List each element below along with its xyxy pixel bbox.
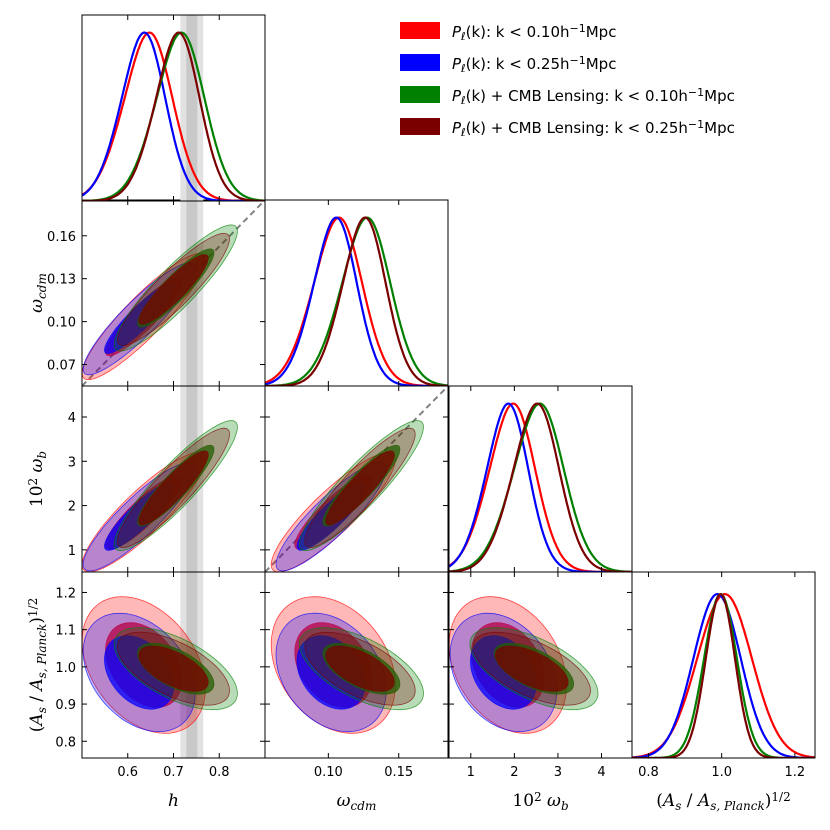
panel-h-vs-omega_cdm xyxy=(82,200,265,386)
posterior-curve-series-2 xyxy=(632,593,815,758)
contour-68-series-3 xyxy=(138,254,209,325)
panel-omega_b-vs-As xyxy=(449,596,599,734)
posterior-curve-series-1 xyxy=(632,592,815,758)
x-axis-label-h: h xyxy=(168,791,179,811)
x-tick-label-omega_b: 3 xyxy=(554,765,562,780)
x-axis-label-omega_cdm: ωcdm xyxy=(337,791,377,813)
y-tick-label-omega_cdm: 0.13 xyxy=(47,273,76,288)
x-tick-label-omega_b: 1 xyxy=(467,765,475,780)
contour-68-series-3 xyxy=(494,645,569,692)
legend: Pℓ(k): k < 0.10h−1Mpc Pℓ(k): k < 0.25h−1M… xyxy=(400,22,735,139)
x-tick-label-omega_cdm: 0.10 xyxy=(314,765,343,780)
posterior-curve-series-3 xyxy=(82,31,265,201)
posterior-1d-omega_cdm xyxy=(265,216,448,386)
posterior-curve-series-1 xyxy=(265,216,448,386)
y-axis-label-omega_cdm: ωcdm xyxy=(27,273,49,313)
x-axis-label-As: (As / As, Planck)1/2 xyxy=(656,790,790,813)
posterior-curve-series-3 xyxy=(265,216,448,386)
y-axis-label-omega_b: 102 ωb xyxy=(26,451,49,507)
x-tick-label-As: 1.0 xyxy=(711,765,732,780)
h-prior-band-inner xyxy=(186,200,198,386)
posterior-curve-series-0 xyxy=(82,31,265,201)
legend-label-3: Pℓ(k) + CMB Lensing: k < 0.25h−1Mpc xyxy=(452,118,735,139)
posterior-curve-series-0 xyxy=(265,216,448,386)
posterior-1d-omega_b xyxy=(449,402,632,572)
panel-frame xyxy=(264,571,449,759)
legend-label-1: Pℓ(k): k < 0.25h−1Mpc xyxy=(452,54,616,75)
x-tick-label-omega_cdm: 0.15 xyxy=(384,765,413,780)
x-tick-label-As: 0.8 xyxy=(638,765,659,780)
x-tick-label-omega_b: 4 xyxy=(597,765,605,780)
posterior-curve-series-1 xyxy=(82,31,265,201)
panel-omega_cdm-vs-As xyxy=(270,596,424,734)
contour-68-series-3 xyxy=(325,450,395,526)
x-tick-label-As: 1.2 xyxy=(785,765,806,780)
posterior-curve-series-0 xyxy=(632,592,815,758)
x-tick-label-h: 0.8 xyxy=(209,765,230,780)
posterior-curve-series-1 xyxy=(449,402,632,572)
posterior-curve-series-0 xyxy=(449,402,632,572)
legend-swatch-3 xyxy=(400,118,440,135)
y-tick-label-As: 0.9 xyxy=(55,698,76,713)
panel-frame xyxy=(264,199,449,387)
panel-frame xyxy=(631,571,816,759)
panel-omega_cdm-vs-omega_b xyxy=(265,386,448,572)
y-tick-label-As: 1.2 xyxy=(55,586,76,601)
posterior-curve-series-3 xyxy=(632,593,815,758)
panel-h-vs-omega_b xyxy=(82,386,238,572)
legend-swatch-0 xyxy=(400,22,440,39)
panel-frame xyxy=(448,385,633,573)
legend-label-0: Pℓ(k): k < 0.10h−1Mpc xyxy=(452,22,616,43)
y-tick-label-omega_b: 4 xyxy=(68,411,76,426)
y-tick-label-omega_cdm: 0.07 xyxy=(47,359,76,374)
posterior-1d-As xyxy=(632,592,815,758)
posterior-1d-h xyxy=(82,15,265,201)
y-tick-label-As: 1.1 xyxy=(55,624,76,639)
posterior-curve-series-3 xyxy=(449,402,632,572)
x-tick-label-h: 0.6 xyxy=(117,765,138,780)
y-tick-label-As: 0.8 xyxy=(55,735,76,750)
contour-68-series-3 xyxy=(138,450,209,526)
y-tick-label-omega_b: 3 xyxy=(68,455,76,470)
x-tick-label-h: 0.7 xyxy=(163,765,184,780)
h-prior-band-inner xyxy=(186,15,198,201)
panel-h-vs-As xyxy=(82,572,238,758)
legend-label-2: Pℓ(k) + CMB Lensing: k < 0.10h−1Mpc xyxy=(452,86,735,107)
legend-swatch-1 xyxy=(400,54,440,71)
posterior-curve-series-2 xyxy=(82,31,265,201)
y-tick-label-omega_cdm: 0.16 xyxy=(47,230,76,245)
y-tick-label-As: 1.0 xyxy=(55,661,76,676)
contour-68-series-3 xyxy=(138,645,209,692)
contour-68-series-3 xyxy=(325,645,395,692)
x-tick-label-omega_b: 2 xyxy=(510,765,518,780)
posterior-curve-series-2 xyxy=(449,402,632,572)
posterior-curve-series-2 xyxy=(265,216,448,386)
y-axis-label-As: (As / As, Planck)1/2 xyxy=(26,598,49,732)
x-axis-label-omega_b: 102 ωb xyxy=(512,790,568,813)
y-tick-label-omega_cdm: 0.10 xyxy=(47,316,76,331)
legend-swatch-2 xyxy=(400,86,440,103)
y-tick-label-omega_b: 2 xyxy=(68,500,76,515)
y-tick-label-omega_b: 1 xyxy=(68,544,76,559)
